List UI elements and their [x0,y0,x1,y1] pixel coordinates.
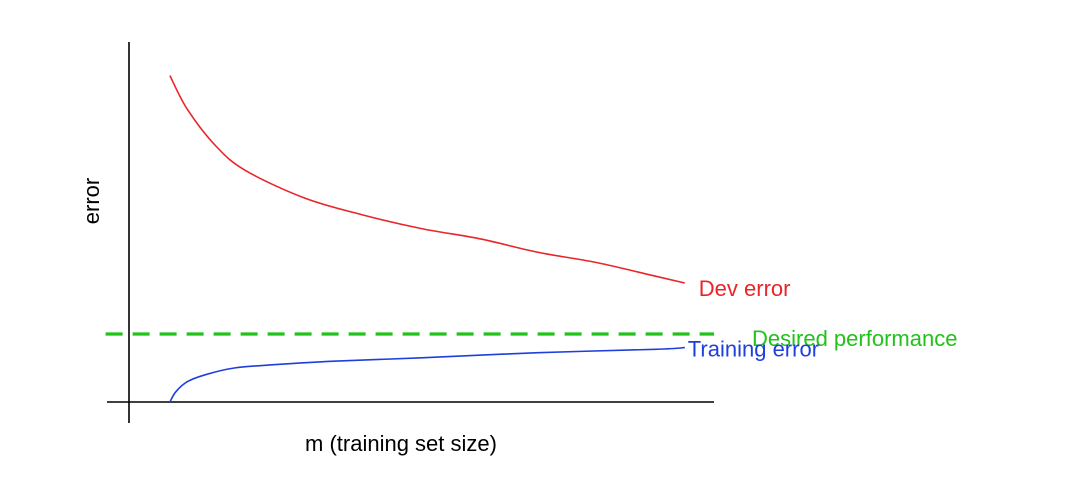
x-axis-label: m (training set size) [305,431,497,456]
series-label-dev-error: Dev error [699,276,791,301]
series-label-desired-performance: Desired performance [752,326,957,351]
y-axis-label: error [79,178,104,224]
series-line-dev-error [169,75,685,284]
series-line-training-error [169,346,685,403]
series-layer [105,75,714,403]
series-label-training-error: Training error [688,337,819,362]
